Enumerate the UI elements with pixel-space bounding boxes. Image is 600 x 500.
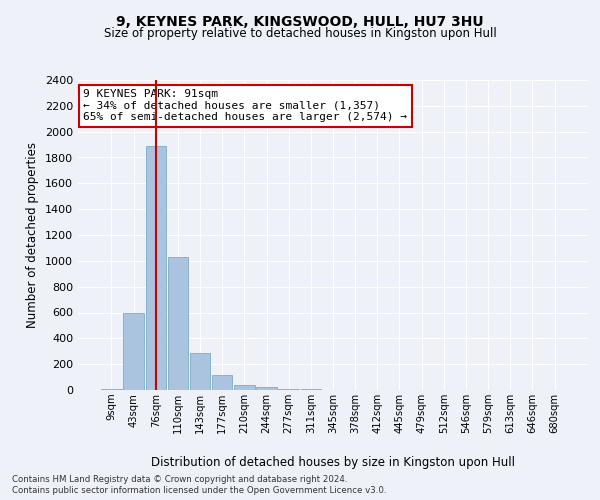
Bar bbox=[146, 146, 166, 390]
Bar bbox=[190, 352, 210, 390]
Bar bbox=[101, 388, 122, 390]
Bar bbox=[212, 375, 232, 390]
Text: 9 KEYNES PARK: 91sqm
← 34% of detached houses are smaller (1,357)
65% of semi-de: 9 KEYNES PARK: 91sqm ← 34% of detached h… bbox=[83, 90, 407, 122]
Bar bbox=[124, 312, 144, 390]
Bar bbox=[278, 388, 299, 390]
Text: Contains public sector information licensed under the Open Government Licence v3: Contains public sector information licen… bbox=[12, 486, 386, 495]
Bar bbox=[256, 387, 277, 390]
Text: Distribution of detached houses by size in Kingston upon Hull: Distribution of detached houses by size … bbox=[151, 456, 515, 469]
Text: Size of property relative to detached houses in Kingston upon Hull: Size of property relative to detached ho… bbox=[104, 28, 496, 40]
Bar bbox=[167, 257, 188, 390]
Y-axis label: Number of detached properties: Number of detached properties bbox=[26, 142, 40, 328]
Text: 9, KEYNES PARK, KINGSWOOD, HULL, HU7 3HU: 9, KEYNES PARK, KINGSWOOD, HULL, HU7 3HU bbox=[116, 15, 484, 29]
Text: Contains HM Land Registry data © Crown copyright and database right 2024.: Contains HM Land Registry data © Crown c… bbox=[12, 475, 347, 484]
Bar bbox=[234, 385, 254, 390]
